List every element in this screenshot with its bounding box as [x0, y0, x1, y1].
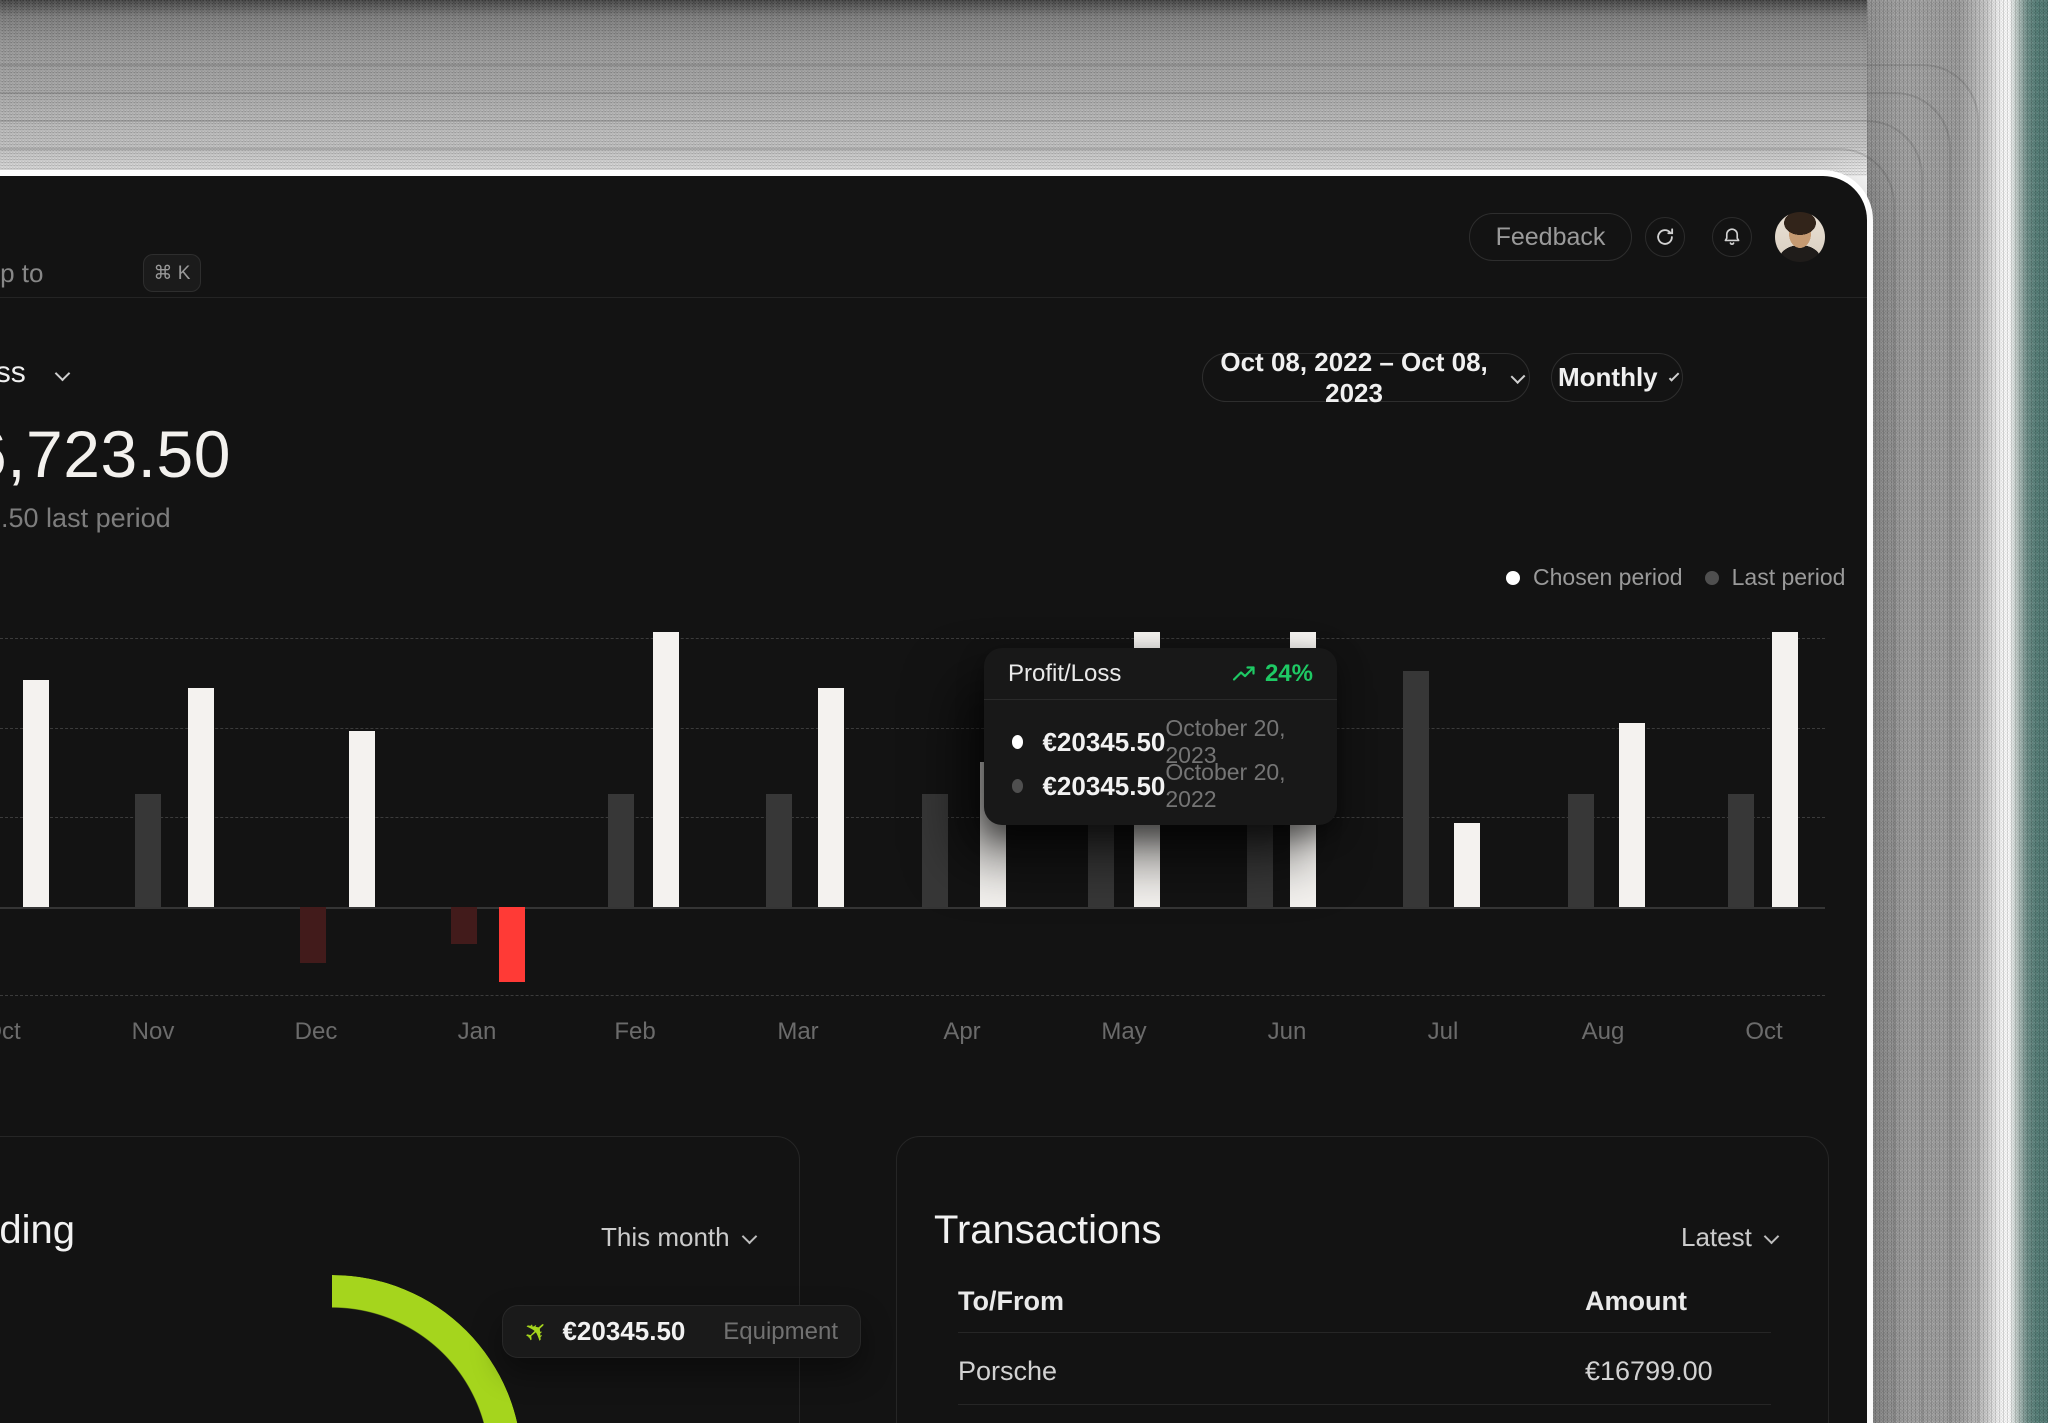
- gridline: [0, 638, 1825, 639]
- chevron-down-icon: [741, 1228, 757, 1244]
- bar-last-3[interactable]: [300, 907, 326, 963]
- badge-amount: €20345.50: [562, 1316, 686, 1346]
- x-axis-label: Oct: [0, 1018, 21, 1045]
- transactions-filter-select[interactable]: Latest: [1681, 1222, 1780, 1253]
- bar-chosen-22[interactable]: [1772, 632, 1798, 907]
- keyboard-shortcut-badge: ⌘ K: [143, 254, 201, 292]
- tooltip-change-value: 24%: [1264, 659, 1313, 687]
- user-avatar[interactable]: [1775, 212, 1825, 262]
- legend-last-label: Last period: [1731, 564, 1846, 590]
- metric-selector[interactable]: Profit/Loss: [0, 356, 26, 389]
- feedback-button[interactable]: Feedback: [1469, 213, 1632, 261]
- bar-chosen-18[interactable]: [1454, 823, 1480, 907]
- gridline: [0, 817, 1825, 818]
- legend-chosen-label: Chosen period: [1533, 564, 1683, 590]
- bar-last-11[interactable]: [922, 794, 948, 907]
- x-axis-label: Jul: [1427, 1018, 1459, 1045]
- bell-icon: [1724, 228, 1740, 245]
- table-divider: [958, 1404, 1771, 1405]
- x-axis-label: Jun: [1267, 1018, 1307, 1045]
- last-period-amount: 8.50 last period: [0, 503, 171, 533]
- x-axis-label: Dec: [294, 1018, 338, 1045]
- date-range-picker[interactable]: Oct 08, 2022 – Oct 08, 2023: [1202, 347, 1530, 408]
- granularity-select[interactable]: Monthly: [1551, 353, 1683, 402]
- tooltip-title: Profit/Loss: [1008, 659, 1122, 687]
- refresh-button[interactable]: [1645, 217, 1685, 257]
- bar-last-17[interactable]: [1403, 671, 1429, 907]
- spending-title: Spending: [0, 1208, 76, 1252]
- tooltip-date-chosen: October 20, 2023: [1165, 715, 1286, 768]
- tooltip-amount-chosen: €20345.50: [1042, 726, 1166, 757]
- right-noise-shadow: [1867, 0, 2048, 1423]
- chosen-period-dot-icon: [1012, 735, 1024, 749]
- bar-last-1[interactable]: [135, 794, 161, 907]
- zero-axis: [0, 907, 1825, 909]
- bar-chosen-6[interactable]: [499, 907, 525, 982]
- profit-loss-amount: 6,723.50: [0, 417, 231, 491]
- chevron-down-icon: [1510, 368, 1526, 384]
- tooltip-change: 24%: [1232, 660, 1313, 688]
- notifications-button[interactable]: [1712, 217, 1752, 257]
- tooltip-divider: [984, 699, 1337, 700]
- x-axis-label: May: [1101, 1018, 1147, 1045]
- table-divider: [958, 1332, 1771, 1333]
- corner-echo-frame: [0, 148, 1895, 1423]
- bar-last-5[interactable]: [451, 907, 477, 944]
- transactions-title: Transactions: [934, 1208, 1162, 1252]
- trending-up-icon: [1232, 666, 1255, 681]
- search-input[interactable]: r or jump to: [0, 258, 44, 288]
- x-axis-label: Jan: [457, 1018, 497, 1045]
- chart-legend: Chosen period Last period: [1506, 564, 1845, 591]
- chevron-down-icon: [1763, 1228, 1780, 1244]
- granularity-label: Monthly: [1558, 362, 1658, 392]
- bar-chosen-20[interactable]: [1619, 723, 1645, 907]
- x-axis-label: Mar: [777, 1018, 819, 1045]
- date-range-label: Oct 08, 2022 – Oct 08, 2023: [1220, 346, 1488, 408]
- bar-last-7[interactable]: [608, 794, 634, 907]
- bar-chosen-0[interactable]: [23, 680, 49, 907]
- x-axis-label: Aug: [1581, 1018, 1625, 1045]
- x-axis-label: Feb: [614, 1018, 656, 1045]
- legend-chosen-period: Chosen period: [1506, 564, 1683, 591]
- column-header-to-from: To/From: [958, 1286, 1064, 1316]
- spending-filter-label: This month: [601, 1222, 730, 1252]
- corner-echo-frame: [0, 64, 1979, 1423]
- chevron-down-icon: [54, 365, 71, 382]
- bar-last-9[interactable]: [766, 794, 792, 907]
- legend-last-period: Last period: [1704, 564, 1846, 591]
- tooltip-date-last: October 20, 2022: [1165, 759, 1286, 812]
- transactions-card: [896, 1136, 1829, 1423]
- tooltip-amount-last: €20345.50: [1042, 770, 1166, 801]
- corner-echo-frame: [0, 120, 1923, 1423]
- transactions-filter-label: Latest: [1681, 1222, 1752, 1252]
- last-period-dot-icon: [1704, 570, 1719, 585]
- topbar-divider: [0, 297, 1867, 298]
- bar-last-19[interactable]: [1568, 794, 1594, 907]
- chevron-down-icon: [1668, 370, 1680, 382]
- chosen-period-dot-icon: [1506, 570, 1520, 585]
- table-row-amount: €16799.00: [1585, 1356, 1713, 1386]
- chart-tooltip: Profit/Loss 24% €20345.50 October 20, 20…: [984, 648, 1337, 825]
- gridline: [0, 728, 1825, 729]
- last-period-dot-icon: [1012, 779, 1024, 793]
- spending-filter-select[interactable]: This month: [601, 1222, 757, 1253]
- bar-chosen-10[interactable]: [818, 688, 844, 907]
- x-axis-label: Oct: [1745, 1018, 1783, 1045]
- spending-category-badge: ✈ €20345.50 Equipment: [502, 1305, 861, 1358]
- table-row-to-from[interactable]: Porsche: [958, 1356, 1058, 1386]
- bar-chosen-4[interactable]: [349, 731, 375, 907]
- top-noise-shadow: [0, 0, 1867, 176]
- x-axis-label: Apr: [943, 1018, 981, 1045]
- refresh-icon: [1657, 228, 1674, 245]
- bar-chosen-2[interactable]: [188, 688, 214, 907]
- bar-last-21[interactable]: [1728, 794, 1754, 907]
- x-axis-label: Nov: [131, 1018, 175, 1045]
- bar-chosen-8[interactable]: [653, 632, 679, 907]
- gridline: [0, 995, 1825, 996]
- badge-category: Equipment: [723, 1317, 838, 1345]
- corner-echo-frame: [0, 92, 1951, 1423]
- column-header-amount: Amount: [1585, 1286, 1687, 1316]
- airplane-icon: ✈: [516, 1311, 557, 1352]
